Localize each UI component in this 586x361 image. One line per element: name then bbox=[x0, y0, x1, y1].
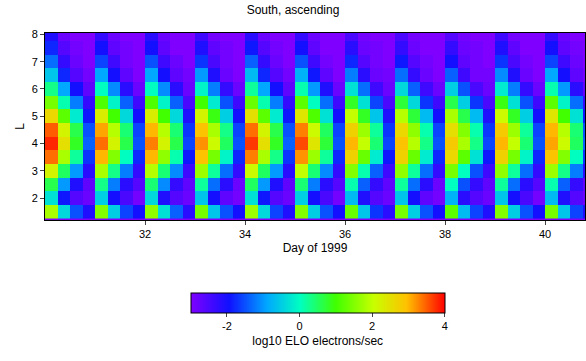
svg-text:log10 ELO electrons/sec: log10 ELO electrons/sec bbox=[252, 334, 383, 348]
svg-text:36: 36 bbox=[339, 228, 351, 240]
svg-text:6: 6 bbox=[32, 83, 38, 95]
svg-text:L: L bbox=[13, 123, 27, 130]
svg-text:32: 32 bbox=[139, 228, 151, 240]
svg-text:40: 40 bbox=[539, 228, 551, 240]
svg-text:34: 34 bbox=[239, 228, 251, 240]
svg-text:2: 2 bbox=[32, 192, 38, 204]
svg-text:Day of 1999: Day of 1999 bbox=[283, 241, 348, 255]
svg-text:38: 38 bbox=[439, 228, 451, 240]
svg-text:3: 3 bbox=[32, 165, 38, 177]
svg-text:4: 4 bbox=[32, 137, 38, 149]
svg-text:8: 8 bbox=[32, 28, 38, 40]
svg-text:0: 0 bbox=[296, 320, 302, 332]
svg-text:South, ascending: South, ascending bbox=[247, 3, 340, 17]
svg-text:5: 5 bbox=[32, 110, 38, 122]
svg-text:4: 4 bbox=[442, 320, 448, 332]
svg-text:-2: -2 bbox=[222, 320, 232, 332]
svg-text:7: 7 bbox=[32, 56, 38, 68]
svg-text:2: 2 bbox=[369, 320, 375, 332]
